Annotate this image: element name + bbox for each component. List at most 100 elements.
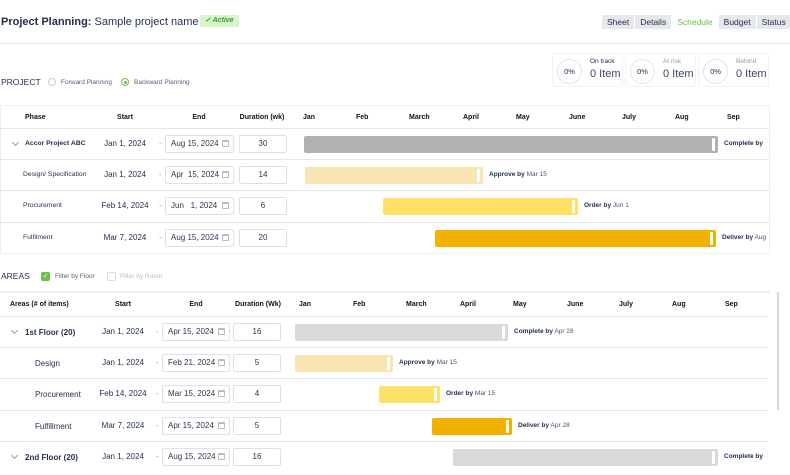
areas-section-label: AREAS <box>1 271 30 281</box>
gantt-bar[interactable] <box>383 198 578 216</box>
tab-details[interactable]: Details <box>635 15 672 29</box>
chevron-down-icon[interactable] <box>11 138 20 147</box>
gantt-bar[interactable] <box>379 386 440 404</box>
page-title: Project Planning: Sample project name <box>1 16 198 28</box>
calendar-icon[interactable] <box>218 390 225 398</box>
end-date-value: Jun 1, 2024 <box>171 201 218 211</box>
duration-input[interactable]: 20 <box>239 228 287 247</box>
bar-resize-handle[interactable] <box>502 326 505 339</box>
end-header: End <box>189 301 203 308</box>
table-row: 1st Floor (20) Jan 1, 2024 - Apr 15, 2024 16… <box>0 316 768 347</box>
end-header: End <box>192 114 206 121</box>
gantt-bar[interactable] <box>295 324 508 341</box>
end-date-input[interactable]: Apr 15, 2024 <box>162 323 230 341</box>
gantt-bar[interactable] <box>295 355 393 373</box>
calendar-icon[interactable] <box>222 171 229 179</box>
end-date-value: Aug 15, 2024 <box>171 232 219 242</box>
stat-label: Behind <box>736 58 757 65</box>
bar-resize-handle[interactable] <box>712 450 715 464</box>
milestone-verb: Complete by <box>724 452 764 460</box>
stat-value: 0 Item <box>663 68 694 80</box>
duration-input[interactable]: 5 <box>233 354 281 373</box>
tab-sheet[interactable]: Sheet <box>602 15 635 29</box>
percent-circle: 0% <box>703 59 728 84</box>
chevron-down-icon[interactable] <box>10 326 19 335</box>
calendar-icon[interactable] <box>218 421 225 429</box>
duration-input[interactable]: 30 <box>239 135 287 153</box>
date-separator: - <box>159 139 162 148</box>
gantt-bar[interactable] <box>304 136 718 153</box>
milestone-verb: Complete by <box>724 140 764 147</box>
calendar-icon[interactable] <box>218 328 225 335</box>
table-row: Fulfilment Mar 7, 2024 - Aug 15, 2024 20 Deli… <box>1 221 769 253</box>
start-date: Feb 14, 2024 <box>101 201 149 211</box>
milestone-label: Complete by <box>724 140 763 147</box>
end-date-value: Apr 15, 2024 <box>168 327 214 336</box>
end-date-input[interactable]: Apr 15, 2024 <box>162 416 230 435</box>
duration-input[interactable]: 4 <box>233 385 281 404</box>
milestone-verb: Deliver by <box>722 233 754 241</box>
stat-on-track: 0% On track 0 Item <box>552 53 623 87</box>
title-label: Project Planning: <box>1 16 92 28</box>
duration-input[interactable]: 16 <box>233 323 281 341</box>
view-tabs: Sheet Details Schedule Budget Status <box>602 15 790 29</box>
bar-resize-handle[interactable] <box>712 138 715 151</box>
end-date-input[interactable]: Feb 21, 2024 <box>162 354 230 373</box>
milestone-date: Apr 28 <box>554 328 574 335</box>
date-separator: - <box>159 232 162 242</box>
backward-planning-label[interactable]: Backward Planning <box>134 79 190 86</box>
tab-budget[interactable]: Budget <box>718 15 756 29</box>
filter-by-room-checkbox[interactable] <box>107 272 116 281</box>
forward-planning-radio[interactable] <box>48 78 56 86</box>
gantt-bar[interactable] <box>305 167 483 185</box>
end-date-input[interactable]: Mar 15, 2024 <box>162 385 230 404</box>
month-header: Sep <box>727 114 740 121</box>
bar-resize-handle[interactable] <box>710 231 713 245</box>
end-date-input[interactable]: Aug 15, 2024 <box>162 447 230 466</box>
bar-resize-handle[interactable] <box>572 200 575 214</box>
duration-input[interactable]: 14 <box>239 166 287 185</box>
status-badge: ✓ Active <box>200 15 239 27</box>
month-header: March <box>406 301 427 308</box>
row-name: Fulfillment <box>35 421 72 431</box>
filter-by-room-label[interactable]: Filter by Room <box>120 273 163 280</box>
bar-resize-handle[interactable] <box>506 419 509 433</box>
start-date: Jan 1, 2024 <box>104 139 146 148</box>
calendar-icon[interactable] <box>218 359 225 367</box>
end-date-value: Mar 15, 2024 <box>168 389 216 399</box>
calendar-icon[interactable] <box>222 233 229 241</box>
duration-input[interactable]: 16 <box>233 447 281 466</box>
tab-status[interactable]: Status <box>756 15 790 29</box>
bar-resize-handle[interactable] <box>434 388 437 402</box>
percent-circle: 0% <box>557 59 582 84</box>
calendar-icon[interactable] <box>222 202 229 210</box>
phase-header: Areas (# of items) <box>10 301 69 308</box>
gantt-bar[interactable] <box>453 448 718 466</box>
bar-resize-handle[interactable] <box>387 357 390 371</box>
gantt-bar[interactable] <box>435 229 716 247</box>
calendar-icon[interactable] <box>218 452 225 460</box>
end-date-value: Apr 15, 2024 <box>168 420 214 430</box>
milestone-label: Complete by Apr 28 <box>514 328 574 335</box>
table-row: Design/ Specification Jan 1, 2024 - Apr 15,… <box>1 159 769 190</box>
duration-input[interactable]: 5 <box>233 416 281 435</box>
calendar-icon[interactable] <box>222 140 229 147</box>
backward-planning-radio[interactable] <box>121 78 129 86</box>
duration-header: Duration (Wk) <box>235 301 281 308</box>
milestone-date: Apr 28 <box>550 421 570 429</box>
milestone-label: Order by Mar 15 <box>446 390 495 397</box>
start-header: Start <box>117 114 133 121</box>
end-date-input[interactable]: Aug 15, 2024 <box>165 228 234 247</box>
forward-planning-label[interactable]: Forward Planning <box>61 79 112 86</box>
end-date-input[interactable]: Aug 15, 2024 <box>165 135 234 153</box>
chevron-down-icon[interactable] <box>10 451 19 459</box>
end-date-input[interactable]: Jun 1, 2024 <box>165 197 234 216</box>
filter-by-floor-checkbox[interactable]: ✓ <box>41 272 50 281</box>
duration-input[interactable]: 6 <box>239 197 287 216</box>
tab-schedule[interactable]: Schedule <box>672 15 718 29</box>
bar-resize-handle[interactable] <box>477 169 480 183</box>
end-date-input[interactable]: Apr 15, 2024 <box>165 166 234 185</box>
filter-by-floor-label[interactable]: Filter by Floor <box>55 273 95 280</box>
gantt-bar[interactable] <box>432 417 512 435</box>
vertical-scrollbar[interactable] <box>777 292 779 410</box>
